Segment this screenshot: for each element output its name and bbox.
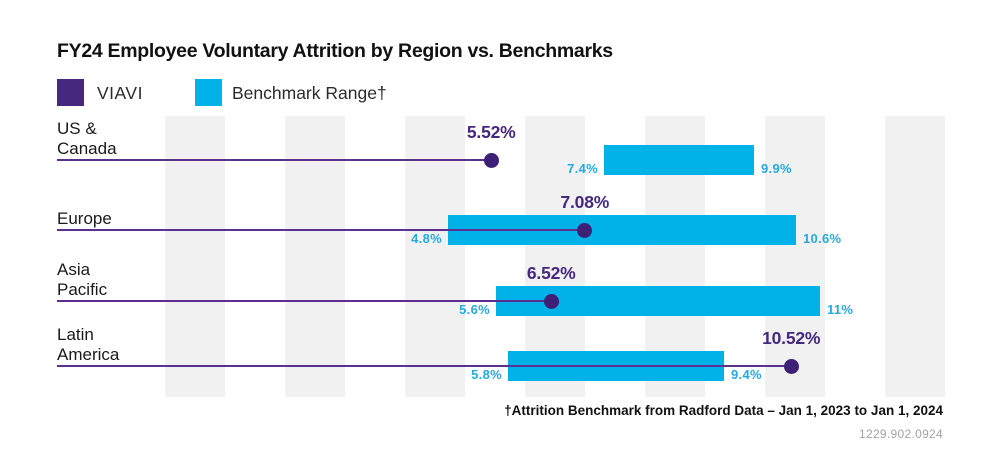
doc-code: 1229.902.0924 — [859, 427, 943, 441]
viavi-value-label: 5.52% — [466, 122, 516, 142]
viavi-value-label: 6.52% — [526, 263, 576, 283]
background-stripe — [525, 116, 585, 397]
region-label: Latin America — [57, 325, 120, 364]
viavi-lollipop-line — [57, 300, 552, 302]
viavi-lollipop-line — [57, 229, 585, 231]
viavi-dot — [577, 222, 593, 238]
benchmark-max-label: 10.6% — [803, 231, 842, 246]
benchmark-min-label: 7.4% — [567, 161, 598, 176]
benchmark-max-label: 9.9% — [761, 161, 792, 176]
benchmark-max-label: 9.4% — [731, 367, 762, 382]
viavi-lollipop-line — [57, 159, 492, 161]
legend-label-benchmark: Benchmark Range† — [232, 83, 387, 103]
benchmark-min-label: 5.6% — [459, 302, 490, 317]
region-label: US & Canada — [57, 119, 117, 158]
region-label: Europe — [57, 209, 112, 228]
viavi-dot — [543, 293, 559, 309]
legend-label-viavi: VIAVI — [97, 83, 143, 103]
background-stripe — [885, 116, 945, 397]
benchmark-min-label: 5.8% — [471, 367, 502, 382]
benchmark-range-bar — [604, 145, 754, 175]
legend-swatch-viavi — [57, 79, 84, 106]
benchmark-max-label: 11% — [827, 302, 854, 317]
viavi-value-label: 10.52% — [762, 328, 821, 348]
benchmark-min-label: 4.8% — [411, 231, 442, 246]
background-stripe — [765, 116, 825, 397]
region-label: Asia Pacific — [57, 260, 108, 299]
viavi-dot — [783, 358, 799, 374]
background-stripe — [285, 116, 345, 397]
viavi-dot — [483, 152, 499, 168]
background-stripe — [405, 116, 465, 397]
chart-title: FY24 Employee Voluntary Attrition by Reg… — [57, 40, 613, 62]
viavi-value-label: 7.08% — [560, 192, 610, 212]
legend-swatch-benchmark — [195, 79, 222, 106]
footnote: †Attrition Benchmark from Radford Data –… — [504, 403, 943, 418]
viavi-lollipop-line — [57, 365, 792, 367]
background-stripe — [165, 116, 225, 397]
